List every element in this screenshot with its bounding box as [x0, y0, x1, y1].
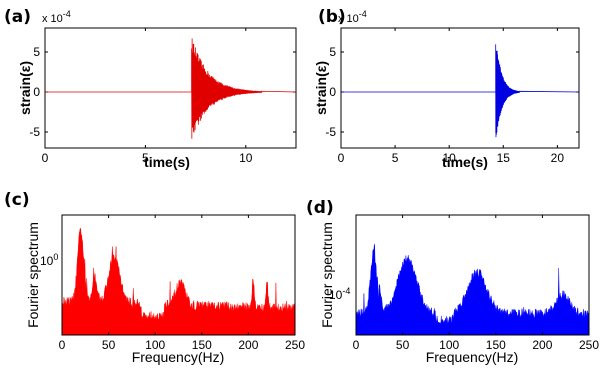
- y-multiplier-label-a: x 10-4: [42, 9, 71, 25]
- signal-series-a: [45, 38, 297, 139]
- spectrum-fill-d: [355, 244, 590, 336]
- panel-c: 0 50 100 150 200 250 100 Fourier spectrum Fre…: [25, 214, 305, 365]
- x-tick-label-d: 50: [396, 338, 410, 352]
- x-tick-label-d: 150: [486, 338, 506, 352]
- plot-border-c: [61, 214, 296, 336]
- plot-frame-a: [44, 27, 297, 149]
- x-tick-label-a: 5: [142, 151, 149, 165]
- panel-letter-b: (b): [318, 7, 346, 27]
- spectrum-series-d: [355, 244, 590, 336]
- y-axis-label-d: Fourier spectrum: [319, 222, 335, 328]
- y-tick-label-b: 0: [329, 85, 336, 99]
- x-tick-label-a: 0: [42, 151, 49, 165]
- spectrum-series-c: [61, 227, 296, 336]
- y-tick-label-a: 0: [33, 85, 40, 99]
- panel-a: x 10-4 0 5 10-505 strain(ε) time(s): [17, 9, 297, 170]
- signal-series-b: [341, 44, 580, 138]
- x-axis-label-a: time(s): [144, 154, 190, 170]
- x-tick-label-c: 0: [59, 338, 66, 352]
- y-axis-label-b: strain(ε): [313, 61, 329, 115]
- y-tick-label-a: -5: [29, 125, 40, 139]
- x-tick-label-c: 200: [238, 338, 258, 352]
- x-tick-label-c: 100: [145, 338, 165, 352]
- panel-letter-a: (a): [4, 7, 31, 27]
- y-axis-label-a: strain(ε): [17, 61, 33, 115]
- y-tick-label-b: 5: [329, 45, 336, 59]
- signal-line-b: [341, 44, 580, 138]
- x-tick-label-d: 100: [439, 338, 459, 352]
- x-tick-label-d: 0: [353, 338, 360, 352]
- plot-frame-b: [340, 27, 580, 149]
- panel-letter-c: (c): [4, 190, 30, 210]
- x-tick-label-d: 250: [579, 338, 599, 352]
- plot-border-d: [355, 214, 590, 336]
- x-tick-label-c: 50: [102, 338, 116, 352]
- x-tick-label-c: 150: [192, 338, 212, 352]
- signal-line-a: [45, 38, 297, 139]
- x-tick-label-b: 15: [497, 151, 511, 165]
- x-tick-label-b: 10: [443, 151, 457, 165]
- x-tick-label-a: 10: [239, 151, 253, 165]
- x-tick-label-b: 20: [551, 151, 565, 165]
- x-tick-label-c: 250: [285, 338, 305, 352]
- panel-b: x 10-4 0 5 10 15 20-505 strain(ε) time(s): [313, 9, 580, 170]
- axes-c: 0 50 100 150 200 250: [59, 214, 305, 352]
- x-axis-label-d: Frequency(Hz): [426, 349, 519, 365]
- x-tick-label-d: 200: [532, 338, 552, 352]
- x-tick-label-b: 5: [392, 151, 399, 165]
- x-axis-label-b: time(s): [442, 154, 488, 170]
- y-axis-label-c: Fourier spectrum: [25, 222, 41, 328]
- y-multiplier-label-b: x 10-4: [338, 9, 367, 25]
- x-tick-label-b: 0: [338, 151, 345, 165]
- axes-d: 0 50 100 150 200 250: [353, 214, 599, 352]
- y-tick-label-a: 5: [33, 45, 40, 59]
- y-tick-label-b: -5: [325, 125, 336, 139]
- y-tick-label-d: 10-4: [329, 286, 350, 302]
- y-tick-label-c: 100: [40, 252, 58, 268]
- spectrum-fill-c: [61, 227, 296, 336]
- panel-d: 0 50 100 150 200 250 10-4 Fourier spectrum Fr…: [319, 214, 599, 365]
- panel-letter-d: (d): [306, 198, 334, 218]
- x-axis-label-c: Frequency(Hz): [132, 349, 225, 365]
